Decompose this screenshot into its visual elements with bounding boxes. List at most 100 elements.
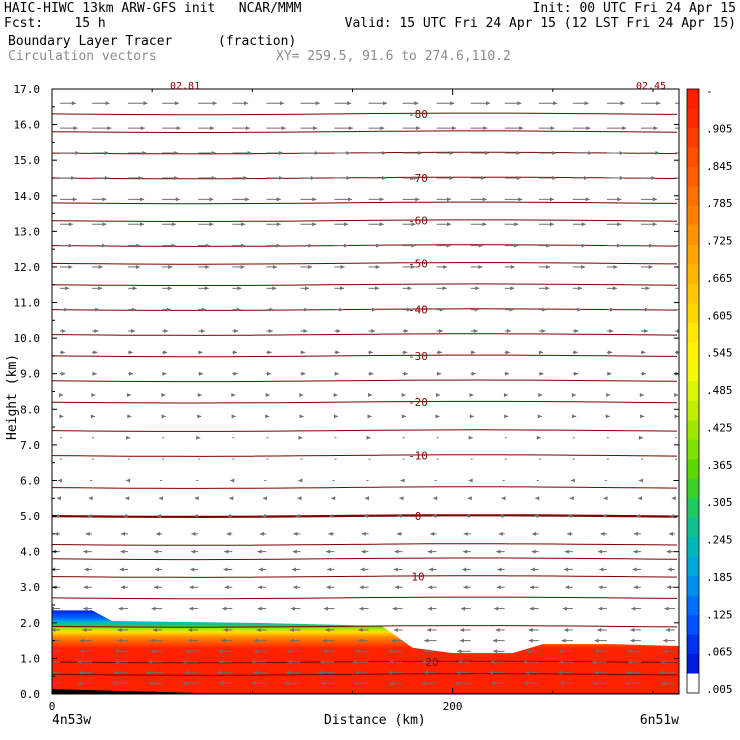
vector-head (404, 329, 409, 333)
vector-arrow (538, 264, 550, 269)
vector-arrow (223, 627, 233, 632)
vector-arrow (298, 478, 303, 483)
y-tick-label: 14.0 (14, 190, 41, 203)
vector-arrow (198, 286, 209, 291)
colorbar-swatch (687, 615, 699, 636)
vector-head (363, 514, 368, 519)
vector-head (449, 151, 454, 156)
vector-arrow (295, 514, 301, 519)
vector-arrow (368, 371, 374, 376)
vector-head (240, 264, 245, 269)
header-line2-right: Valid: 15 UTC Fri 24 Apr 15 (12 LST Fri … (344, 16, 736, 31)
vector-arrow (289, 627, 301, 632)
vector-head (463, 549, 468, 554)
vector-head (262, 514, 267, 519)
vector-head (622, 126, 627, 131)
vector-head (353, 681, 358, 686)
vector-arrow (292, 549, 301, 554)
vector-head (503, 393, 508, 398)
isotherm-line (52, 333, 678, 336)
isotherm-line (52, 575, 678, 578)
vector-head (584, 101, 589, 106)
vector-head (368, 393, 373, 398)
vector-head (545, 286, 550, 291)
vector-head (669, 514, 674, 519)
vector-head (65, 286, 70, 291)
vector-head (396, 531, 401, 536)
vector-arrow (92, 329, 99, 333)
vector-arrow (257, 606, 267, 611)
vector-arrow (198, 101, 217, 106)
vector-arrow (640, 175, 656, 180)
isotherm-label: -10 (408, 450, 428, 463)
vector-arrow (92, 243, 107, 248)
vector-head (244, 101, 249, 106)
xy-range-label: XY= 259.5, 91.6 to 274.6,110.2 (276, 49, 511, 64)
vector-head (379, 222, 384, 227)
vector-arrow (667, 567, 675, 572)
vector-head (161, 393, 166, 398)
vector-arrow (640, 222, 657, 227)
vector-arrow (83, 549, 93, 554)
colorbar-swatch (687, 322, 699, 343)
vector-head (439, 329, 444, 333)
x-left-end-label: 4n53w (52, 713, 91, 728)
isotherm-line (52, 379, 678, 383)
vector-arrow (538, 286, 550, 291)
vector-head (298, 478, 303, 483)
vector-head (447, 197, 452, 202)
vector-arrow (197, 414, 202, 419)
vector-head (501, 496, 506, 501)
vector-head (394, 585, 399, 590)
vector-head (488, 670, 493, 675)
vector-head (467, 496, 472, 501)
vector-arrow (572, 350, 578, 355)
vector-head (190, 567, 195, 572)
vector-arrow (525, 649, 539, 654)
vector-arrow (368, 197, 384, 202)
vector-head (439, 307, 444, 312)
vector-head (585, 197, 590, 202)
vector-head (619, 175, 624, 180)
x-axis-label: Distance (km) (324, 713, 426, 728)
vector-head (358, 638, 363, 643)
vector-head (153, 549, 158, 554)
corner-label-left: 02.81 (170, 81, 200, 92)
vector-arrow (538, 393, 543, 398)
vector-arrow (470, 350, 476, 355)
vector-arrow (334, 222, 349, 227)
vector-arrow (627, 659, 641, 664)
vector-arrow (401, 414, 406, 419)
vector-arrow (224, 585, 233, 590)
vector-arrow (162, 243, 176, 248)
vector-arrow (266, 371, 271, 376)
vector-arrow (198, 243, 210, 248)
vector-arrow (599, 567, 607, 572)
vector-head (641, 371, 646, 376)
vector-head (360, 567, 365, 572)
vector-arrow (256, 627, 267, 632)
vector-head (201, 307, 206, 312)
vector-arrow (402, 101, 419, 106)
vector-head (318, 670, 323, 675)
vector-arrow (436, 175, 454, 180)
vector-arrow (597, 627, 607, 632)
vector-head (468, 478, 473, 483)
vector-arrow (300, 175, 315, 180)
vector-head (83, 606, 88, 611)
vector-arrow (266, 329, 273, 333)
vector-head (265, 414, 270, 419)
vector-arrow (436, 197, 452, 202)
vector-head (269, 307, 274, 312)
vector-arrow (640, 126, 658, 131)
vector-head (257, 585, 262, 590)
vector-arrow (640, 286, 650, 291)
colorbar-swatch (687, 303, 699, 324)
vector-head (652, 197, 657, 202)
vector-head (468, 435, 473, 440)
colorbar-swatch (687, 264, 699, 285)
vector-head (663, 638, 668, 643)
isotherm-line (52, 625, 678, 628)
vector-arrow (402, 286, 412, 291)
vector-arrow (402, 151, 422, 156)
